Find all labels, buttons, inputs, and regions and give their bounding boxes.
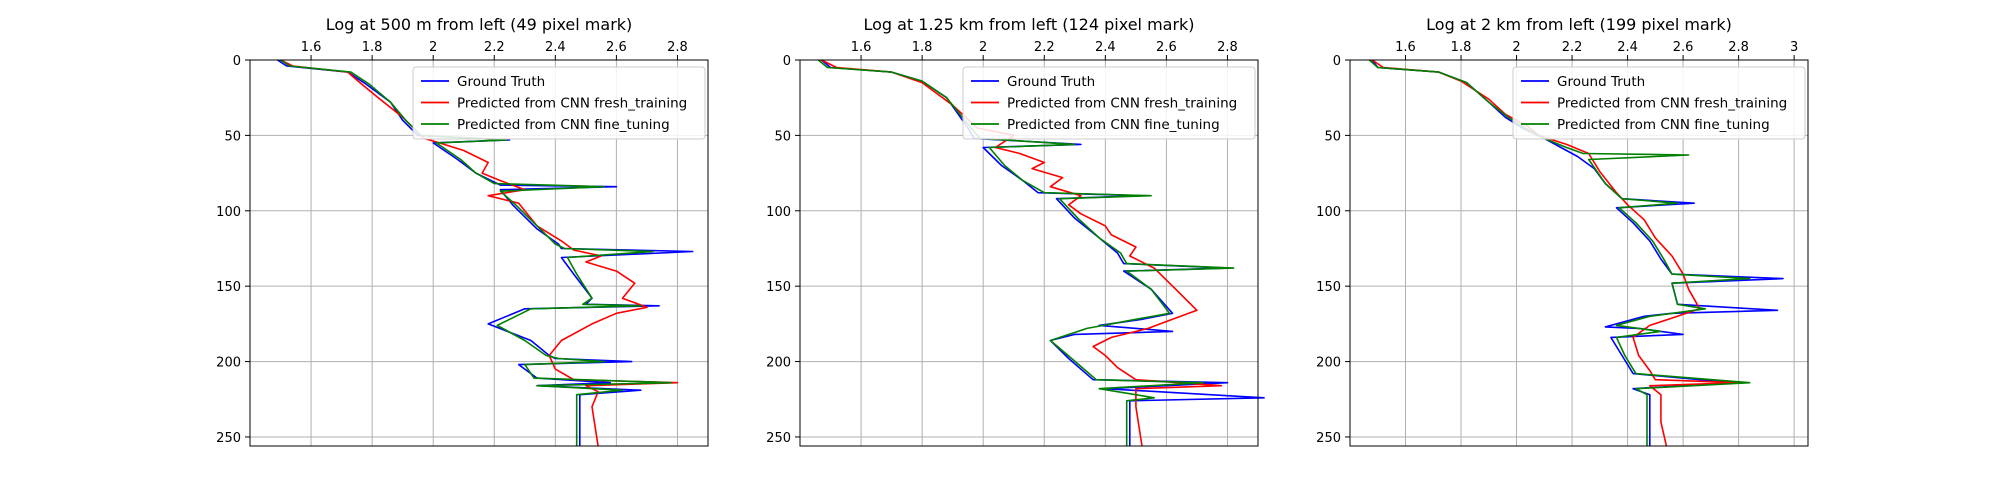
y-tick-label: 100: [766, 205, 791, 220]
y-tick-label: 150: [1316, 280, 1341, 295]
x-tick-label: 2.2: [1562, 40, 1583, 55]
x-tick-label: 1.6: [1395, 40, 1416, 55]
x-tick-label: 1.6: [301, 40, 322, 55]
y-tick-label: 50: [774, 129, 791, 144]
x-tick-label: 2: [979, 40, 987, 55]
series-line-2: [1371, 59, 1740, 447]
y-tick-label: 150: [216, 280, 241, 295]
y-tick-label: 150: [766, 280, 791, 295]
x-tick-label: 2.6: [1156, 40, 1177, 55]
x-tick-label: 1.6: [851, 40, 872, 55]
axes-frame: [1349, 59, 1809, 447]
legend-label: Predicted from CNN fine_tuning: [1007, 117, 1220, 133]
x-tick-label: 2.8: [1728, 40, 1749, 55]
x-tick-label: 2.8: [667, 40, 688, 55]
y-tick-label: 200: [766, 356, 791, 371]
x-tick-label: 2.4: [545, 40, 566, 55]
axes-frame: [249, 59, 709, 447]
y-tick-label: 100: [1316, 205, 1341, 220]
axes-frame: [799, 59, 1259, 447]
x-tick-label: 2.4: [1617, 40, 1638, 55]
x-tick-label: 2: [429, 40, 437, 55]
x-tick-label: 1.8: [362, 40, 383, 55]
y-tick-label: 200: [216, 356, 241, 371]
legend-label: Predicted from CNN fresh_training: [1007, 96, 1237, 112]
y-tick-label: 250: [216, 431, 241, 446]
x-tick-label: 3: [1790, 40, 1798, 55]
y-tick-label: 0: [783, 54, 791, 69]
legend: Ground Truth Predicted from CNN fresh_tra…: [1512, 66, 1806, 140]
chart-title: Log at 500 m from left (49 pixel mark): [326, 15, 633, 34]
chart-title: Log at 2 km from left (199 pixel mark): [1426, 15, 1732, 34]
legend-label: Predicted from CNN fine_tuning: [1557, 117, 1770, 133]
y-tick-label: 250: [1316, 431, 1341, 446]
legend-label: Predicted from CNN fine_tuning: [457, 117, 670, 133]
y-tick-label: 200: [1316, 356, 1341, 371]
x-tick-label: 2.8: [1217, 40, 1238, 55]
y-tick-label: 50: [224, 129, 241, 144]
legend-label: Ground Truth: [1007, 74, 1095, 90]
chart-panel-3: 1.6 1.8 2 2.2 2.4 2.6 2.8 3 0 50 100 150 200 250 Log a…: [1316, 15, 1809, 447]
y-tick-label: 100: [216, 205, 241, 220]
legend-label: Predicted from CNN fresh_training: [1557, 96, 1787, 112]
x-tick-label: 2: [1512, 40, 1520, 55]
x-tick-label: 2.6: [606, 40, 627, 55]
legend: Ground Truth Predicted from CNN fresh_tra…: [962, 66, 1256, 140]
y-tick-label: 0: [1333, 54, 1341, 69]
legend: Ground Truth Predicted from CNN fresh_tra…: [412, 66, 706, 140]
legend-box: [412, 66, 706, 140]
chart-panel-1: 1.6 1.8 2 2.2 2.4 2.6 2.8 0 50 100 150 200 250 Log at…: [216, 15, 709, 447]
legend-box: [962, 66, 1256, 140]
x-tick-label: 2.2: [1034, 40, 1055, 55]
x-tick-label: 1.8: [1451, 40, 1472, 55]
y-tick-label: 0: [233, 54, 241, 69]
x-tick-label: 2.2: [484, 40, 505, 55]
legend-box: [1512, 66, 1806, 140]
legend-label: Predicted from CNN fresh_training: [457, 96, 687, 112]
legend-label: Ground Truth: [457, 74, 545, 90]
x-tick-label: 2.6: [1673, 40, 1694, 55]
y-tick-label: 250: [766, 431, 791, 446]
chart-panel-2: 1.6 1.8 2 2.2 2.4 2.6 2.8 0 50 100 150 200 250 Log at…: [766, 15, 1265, 447]
y-tick-label: 50: [1324, 129, 1341, 144]
x-tick-label: 1.8: [912, 40, 933, 55]
x-tick-label: 2.4: [1095, 40, 1116, 55]
chart-title: Log at 1.25 km from left (124 pixel mark…: [863, 15, 1194, 34]
legend-label: Ground Truth: [1557, 74, 1645, 90]
